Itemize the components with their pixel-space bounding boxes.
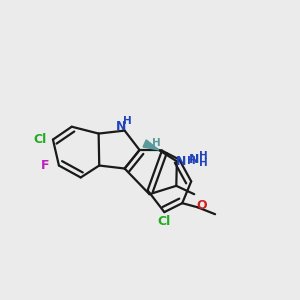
Text: F: F (40, 159, 49, 172)
Text: O: O (196, 199, 207, 212)
Polygon shape (143, 140, 159, 150)
Text: H: H (123, 116, 132, 126)
Text: H: H (187, 156, 196, 166)
Text: Cl: Cl (158, 214, 171, 228)
Text: N: N (189, 153, 200, 166)
Text: N: N (176, 155, 187, 168)
Text: Cl: Cl (33, 133, 46, 146)
Text: H: H (199, 158, 208, 168)
Text: N: N (116, 120, 127, 133)
Text: H: H (199, 151, 208, 161)
Text: H: H (152, 138, 160, 148)
